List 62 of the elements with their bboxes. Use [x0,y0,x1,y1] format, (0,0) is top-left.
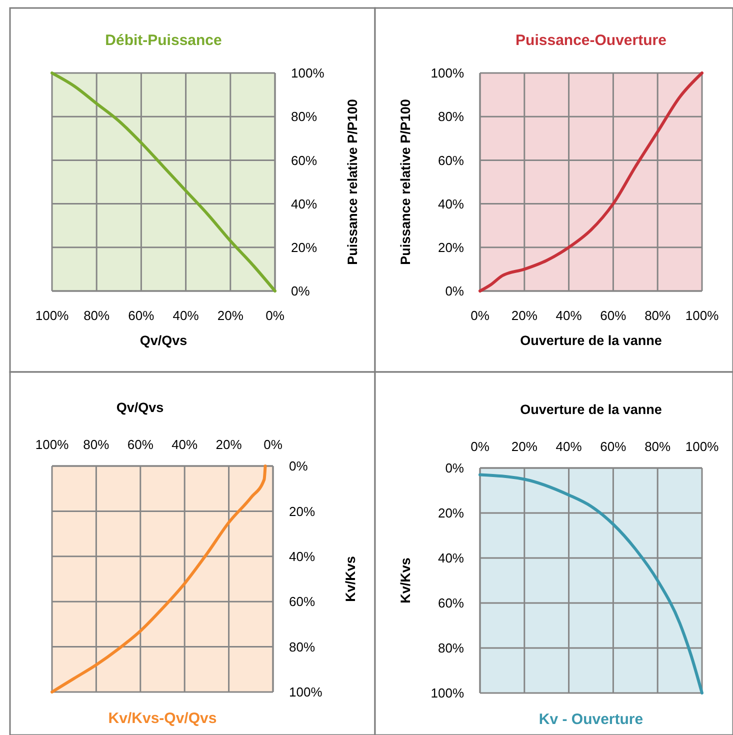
y-tick-label: 0% [445,460,464,476]
x-tick-label: 20% [216,437,242,452]
chart-title: Débit-Puissance [105,32,222,49]
x-tick-label: 60% [600,439,627,454]
y2-tick-label: 60% [289,594,316,610]
x-axis-title: Ouverture de la vanne [520,402,662,417]
y2-tick-label: 100% [291,66,325,81]
y-tick-label: 0% [445,284,464,299]
y-axis-title: Puissance relative P/P100 [398,99,413,265]
chart-title: Puissance-Ouverture [516,32,666,49]
x-tick-label: 0% [266,308,285,323]
x-tick-label: 40% [172,308,200,323]
y2-tick-label: 100% [289,684,323,700]
y-tick-label: 20% [438,506,464,521]
y2-axis-title: Kv/Kvs [343,556,358,602]
x-tick-label: 40% [556,439,582,454]
x-tick-label: 40% [172,437,198,452]
y2-tick-label: 80% [289,639,316,654]
x-tick-label: 0% [470,439,490,454]
y2-tick-label: 20% [289,504,316,519]
y-tick-label: 80% [438,640,464,656]
x-tick-label: 60% [600,308,627,323]
x-tick-label: 80% [644,308,672,323]
x-tick-label: 100% [685,439,720,454]
y-tick-label: 40% [438,550,464,566]
x-tick-label: 80% [83,437,110,452]
y2-tick-label: 0% [291,284,310,299]
x-axis-title: Qv/Qvs [116,400,164,415]
y-tick-label: 100% [430,686,464,701]
x-tick-label: 0% [264,437,283,452]
y-tick-label: 40% [438,196,464,212]
x-tick-label: 20% [511,308,538,323]
x-tick-label: 100% [35,437,70,452]
line-series [478,72,704,292]
line-series [50,72,276,292]
x-tick-label: 100% [35,308,70,323]
y-tick-label: 20% [438,240,464,255]
x-axis-title: Ouverture de la vanne [520,333,662,348]
x-axis-title: Qv/Qvs [140,333,188,348]
y-tick-label: 60% [438,596,464,611]
x-tick-label: 20% [217,308,244,323]
x-tick-label: 60% [127,437,154,452]
y2-tick-label: 0% [289,458,308,474]
y2-tick-label: 40% [289,548,316,564]
y-tick-label: 60% [438,152,464,168]
x-tick-label: 60% [128,308,155,323]
x-tick-label: 0% [470,308,490,323]
y2-axis-title: Puissance relative P/P100 [345,99,360,265]
x-tick-label: 80% [644,439,672,454]
x-tick-label: 40% [556,308,582,323]
y-axis-title: Kv/Kvs [398,558,413,604]
y-tick-label: 100% [430,66,464,81]
y2-tick-label: 60% [291,152,318,168]
text: Kv/Kvs-Qv/Qvs [108,710,217,727]
y2-tick-label: 20% [291,240,318,255]
x-tick-label: 20% [511,439,538,454]
text: Kv - Ouverture [538,711,644,728]
y2-tick-label: 80% [291,109,318,124]
y2-tick-label: 40% [291,196,318,212]
x-tick-label: 80% [84,308,110,323]
x-tick-label: 100% [685,308,720,323]
y-tick-label: 80% [438,109,464,124]
